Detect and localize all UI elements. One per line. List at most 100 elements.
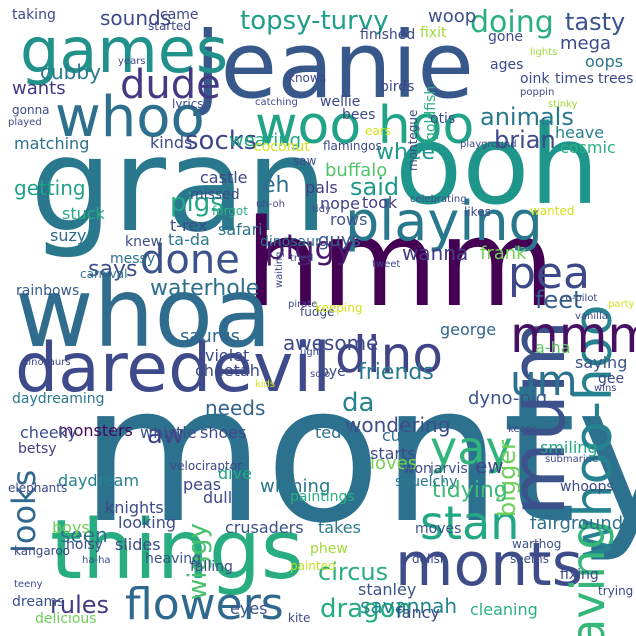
word-dinosaurs: dinosaurs <box>22 357 71 368</box>
word-daydreaming: daydreaming <box>12 391 105 407</box>
word-kids: kids <box>255 379 276 390</box>
word-kangaroo: kangaroo <box>14 544 71 558</box>
word-gone: gone <box>488 29 523 45</box>
word-rainbows: rainbows <box>16 283 80 299</box>
word-eyes: eyes <box>230 599 268 618</box>
word-knew: knew <box>125 234 163 250</box>
word-warthog: warthog <box>512 537 562 551</box>
word-waiting: waiting <box>274 251 285 288</box>
word-playground: playground <box>460 139 517 150</box>
word-things: things <box>50 503 304 598</box>
word-missed: missed <box>190 187 240 203</box>
word-messy: messy <box>110 251 156 267</box>
word-frank: frank <box>480 243 527 264</box>
word-getting: getting <box>14 176 86 200</box>
word-monsters: monsters <box>58 421 133 440</box>
word-ooh: ooh <box>395 101 600 229</box>
word-matching: matching <box>14 134 90 153</box>
word-heaving: heaving <box>145 551 201 567</box>
word-cubby: cubby <box>40 60 101 84</box>
word-gran: gran <box>30 109 329 261</box>
word-celebrating: celebrating <box>410 194 467 205</box>
word-coconut: coconut <box>254 139 310 155</box>
word-poppin: poppin <box>520 87 555 98</box>
word-likes: likes <box>464 205 491 219</box>
word-vanilla: vanilla <box>575 311 608 322</box>
word-co-pilot: co-pilot <box>560 293 598 304</box>
word-whoops: whoops <box>560 479 614 495</box>
word-whee: whee <box>376 140 436 165</box>
word-seems: seems <box>510 552 549 566</box>
word-slides: slides <box>115 535 161 554</box>
word-loves: loves <box>370 453 418 474</box>
word-dreams: dreams <box>12 594 65 610</box>
word-taking: taking <box>12 7 56 23</box>
word-kite: kite <box>288 611 311 625</box>
word-peas: peas <box>183 475 222 494</box>
word-finished: finished <box>360 27 416 43</box>
word-dyno-pig: dyno-pig <box>468 388 548 409</box>
word-cosmic: cosmic <box>560 138 616 157</box>
word-tasty: tasty <box>565 8 626 36</box>
word-dive: dive <box>218 464 252 483</box>
word-hmm: hmm <box>245 195 555 334</box>
word-da: da <box>342 388 375 418</box>
word-trying: trying <box>598 584 634 598</box>
word-falling: falling <box>190 559 233 575</box>
word-takes: takes <box>318 518 361 537</box>
word-tidy: tidy <box>312 204 331 215</box>
word-rules: rules <box>50 591 110 619</box>
word-squelchy: squelchy <box>395 474 458 490</box>
word-piggy: piggy <box>265 229 354 267</box>
word-saurus: saurus <box>180 326 241 347</box>
word-yay: yay <box>430 421 513 475</box>
word-crusaders: crusaders <box>225 518 304 537</box>
word-won: won <box>403 461 432 477</box>
word-george: george <box>440 320 497 339</box>
word-whoo: whoo <box>55 85 205 150</box>
word-dude: dude <box>120 62 221 108</box>
word-stinky: stinky <box>548 99 578 110</box>
word-party: party <box>608 299 635 310</box>
word-phew: phew <box>310 541 348 557</box>
word-castle: castle <box>200 168 248 187</box>
word-woop: woop <box>428 6 477 27</box>
word-submarine: submarine <box>545 454 599 465</box>
word-wanted: wanted <box>530 204 575 218</box>
word-doing: doing <box>470 5 554 40</box>
word-ew: ew <box>475 454 504 478</box>
word-whistle: whistle <box>140 423 197 442</box>
word-montegue: montegue <box>406 109 420 171</box>
word-daredevil: daredevil <box>15 329 332 408</box>
word-cheetah: cheetah <box>195 361 260 380</box>
word-seen: seen <box>60 523 108 547</box>
word-dinosaur: dinosaur <box>260 234 321 250</box>
word-knows: knows <box>288 71 326 85</box>
word-stuck: stuck <box>62 204 105 223</box>
word-socks: socks <box>185 126 258 156</box>
word-fudge: fudge <box>300 305 335 319</box>
word-flamingos: flamingos <box>323 139 382 153</box>
word-gee: gee <box>598 371 625 387</box>
word-teeny: teeny <box>14 579 43 590</box>
word-guys: guys <box>318 230 361 251</box>
word-played: played <box>8 117 42 128</box>
word-tidying: tidying <box>432 478 508 503</box>
word-took: took <box>362 193 398 212</box>
word-playing: playing <box>345 190 543 253</box>
word-stanley: stanley <box>358 580 417 599</box>
word-uh-oh: uh-oh <box>256 199 285 210</box>
word-whoa: whoa <box>15 257 272 369</box>
word-came: came <box>160 7 199 23</box>
word-dull: dull <box>203 488 233 507</box>
word-betsy: betsy <box>18 441 57 457</box>
word-woo-hoo: woo hoo <box>255 96 475 156</box>
word-cleaning: cleaning <box>470 600 538 619</box>
word-jarvis: jarvis <box>430 461 468 477</box>
word-t-rex: t-rex <box>170 216 208 235</box>
word-sounds: sounds <box>100 6 172 30</box>
word-kinds: kinds <box>150 133 193 152</box>
word-teddy: teddy <box>315 423 361 442</box>
word-delicious: delicious <box>35 611 97 627</box>
